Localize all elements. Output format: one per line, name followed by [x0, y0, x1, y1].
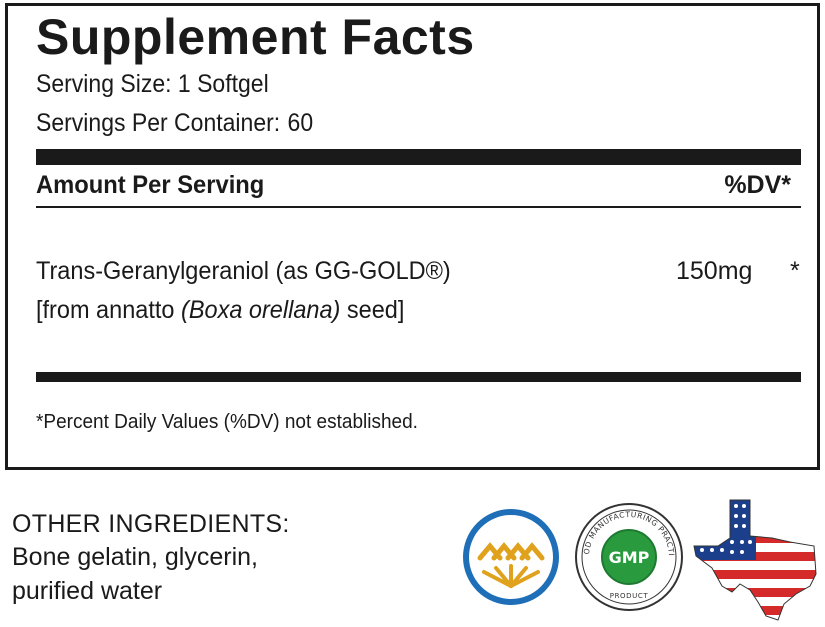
other-ingredients-title: OTHER INGREDIENTS:	[12, 510, 290, 538]
other-ingredients-line-2: purified water	[12, 576, 163, 605]
other-ingredients-line-1: Bone gelatin, glycerin,	[12, 543, 258, 572]
thick-divider-top	[36, 149, 801, 165]
ingredient-amount: 150mg	[676, 257, 753, 285]
ingredient-dv: *	[790, 257, 800, 285]
amount-per-serving-header: Amount Per Serving	[36, 171, 265, 199]
serving-size: Serving Size: 1 Softgel	[36, 70, 269, 98]
servings-per-container: Servings Per Container: 60	[36, 111, 313, 136]
ingredient-name: Trans-Geranylgeraniol (as GG-GOLD®)	[36, 257, 451, 285]
gmp-label: GMP	[609, 548, 650, 567]
usa-flag-texas-map-icon	[693, 499, 817, 621]
ingredient-source-suffix: seed]	[340, 296, 405, 324]
servings-per-container-value: 60	[287, 109, 314, 137]
thick-divider-bottom	[36, 372, 801, 382]
panel-title: Supplement Facts	[36, 9, 475, 65]
badge-row: GOOD MANUFACTURING PRACTICE GMP PRODUCT	[460, 492, 820, 627]
ingredient-source-latin: (Boxa orellana)	[180, 296, 341, 324]
ingredient-source: [from annatto (Boxa orellana) seed]	[36, 298, 404, 323]
daily-value-header: %DV*	[724, 171, 791, 199]
servings-per-container-label: Servings Per Container:	[36, 109, 281, 137]
other-ingredients: OTHER INGREDIENTS: Bone gelatin, glyceri…	[12, 508, 290, 608]
gmp-seal-icon: GOOD MANUFACTURING PRACTICE GMP PRODUCT	[572, 500, 683, 611]
gmp-bottom-text: PRODUCT	[610, 592, 649, 600]
supplement-facts-panel: Supplement Facts Serving Size: 1 Softgel…	[5, 3, 820, 470]
ingredient-source-prefix: [from annatto	[36, 296, 181, 324]
thin-divider	[36, 206, 801, 208]
annatto-sunrise-logo-icon	[463, 509, 559, 605]
dv-footnote: *Percent Daily Values (%DV) not establis…	[36, 411, 418, 433]
